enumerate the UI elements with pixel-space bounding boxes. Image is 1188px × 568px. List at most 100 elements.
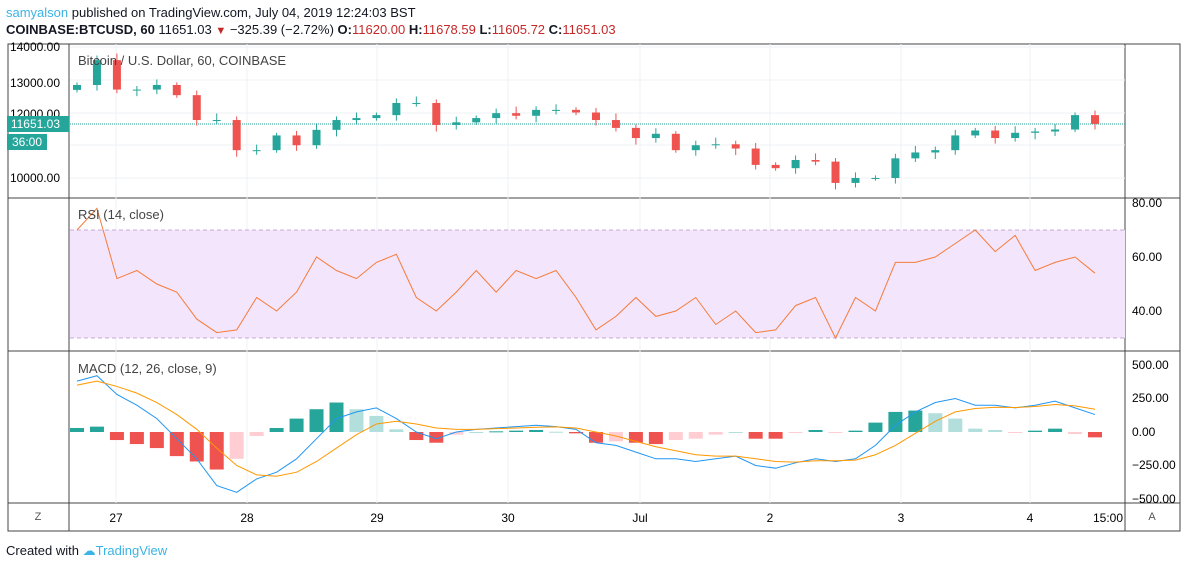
candle: [552, 109, 561, 111]
o-label: O:: [337, 22, 352, 37]
chart-frame: [7, 43, 1181, 532]
main-title: Bitcoin / U.S. Dollar, 60, COINBASE: [78, 53, 286, 68]
histogram-bar: [549, 431, 564, 433]
chart-area[interactable]: Bitcoin / U.S. Dollar, 60, COINBASE RSI …: [0, 0, 1188, 540]
time-tick: 15:00: [1093, 511, 1123, 525]
histogram-bar: [309, 409, 324, 432]
auto-scale-button[interactable]: A: [1148, 511, 1156, 523]
candle: [1071, 115, 1080, 130]
time-tick: 29: [370, 511, 384, 525]
time-tick: Jul: [632, 511, 647, 525]
candle: [372, 115, 381, 119]
histogram-bar: [868, 422, 883, 432]
histogram-bar: [628, 432, 643, 443]
candle: [432, 103, 441, 125]
candle: [1031, 131, 1040, 133]
histogram-bar: [109, 432, 124, 441]
histogram-bar: [289, 418, 304, 432]
candle: [92, 60, 101, 85]
candle: [152, 84, 161, 90]
tradingview-logo-icon: ☁: [82, 543, 96, 558]
histogram-bar: [808, 429, 823, 432]
histogram-bar: [768, 432, 783, 439]
candle: [891, 158, 900, 178]
price-label-box: [7, 116, 69, 132]
histogram-bar: [529, 429, 544, 432]
tradingview-link[interactable]: TradingView: [95, 543, 168, 558]
macd-tick: 250.00: [1132, 391, 1169, 405]
h-label: H:: [408, 22, 423, 37]
histogram-bar: [748, 432, 763, 439]
candle: [1011, 132, 1020, 139]
created-with: Created with: [6, 543, 79, 558]
time-tick: 27: [109, 511, 123, 525]
histogram-bar: [509, 430, 524, 432]
histogram-bar: [129, 432, 144, 445]
author-link[interactable]: samyalson: [6, 5, 69, 20]
candle: [1091, 115, 1099, 124]
histogram-bar: [728, 432, 743, 433]
publish-text: published on TradingView.com, July 04, 2…: [71, 5, 416, 20]
histogram-bar: [149, 432, 164, 449]
rsi-line: [76, 207, 1096, 340]
l-label: L:: [479, 22, 492, 37]
candle: [611, 120, 620, 128]
histogram-bar: [588, 432, 603, 443]
candle: [412, 103, 421, 105]
histogram-bar: [1088, 432, 1102, 438]
candle: [172, 84, 181, 96]
candle: [452, 122, 461, 125]
candle: [512, 113, 521, 116]
histogram-bar: [189, 432, 204, 462]
candle: [771, 164, 780, 169]
candle: [671, 133, 680, 151]
low-value: 11605.72: [491, 22, 546, 37]
log-scale-toggle-button[interactable]: Z: [34, 511, 42, 523]
histogram-bar: [788, 432, 803, 433]
symbol: COINBASE:BTCUSD, 60: [6, 22, 155, 37]
histogram-bar: [569, 432, 584, 434]
histogram-bar: [269, 427, 284, 432]
rsi-title: RSI (14, close): [78, 207, 164, 222]
countdown-box: [7, 134, 47, 150]
histogram-bar: [169, 432, 184, 457]
candle: [292, 135, 301, 146]
candle: [931, 150, 940, 153]
histogram-bar: [908, 410, 923, 432]
candle: [572, 109, 581, 113]
histogram-bar: [429, 432, 444, 443]
histogram-bar: [1068, 432, 1083, 435]
histogram-bar: [668, 432, 683, 441]
candle: [731, 144, 740, 149]
footer: Created with ☁TradingView: [6, 543, 167, 559]
histogram-bar: [1028, 430, 1043, 432]
macd-tick: −500.00: [1132, 492, 1176, 506]
histogram-bar: [409, 432, 424, 441]
candle: [472, 118, 481, 123]
candle: [252, 150, 261, 152]
signal-line: [76, 380, 1096, 477]
candle: [871, 178, 880, 179]
rsi-tick: 60.00: [1132, 250, 1162, 264]
macd-tick: 500.00: [1132, 358, 1169, 372]
time-tick: 2: [767, 511, 774, 525]
macd-title: MACD (12, 26, close, 9): [78, 361, 217, 376]
time-tick: 3: [898, 511, 905, 525]
candle: [651, 133, 660, 139]
candle: [631, 127, 640, 139]
price-tick: 10000.00: [10, 171, 60, 185]
down-triangle-icon: ▼: [215, 25, 227, 37]
histogram-bar: [229, 432, 244, 459]
candle: [212, 120, 221, 122]
candle: [751, 148, 760, 165]
candle: [711, 144, 720, 146]
candle: [951, 135, 960, 151]
time-tick: 28: [240, 511, 254, 525]
histogram-bar: [209, 432, 224, 470]
rsi-tick: 40.00: [1132, 304, 1162, 318]
countdown: 36:00: [12, 135, 42, 149]
candles: [73, 53, 1099, 190]
candle: [1051, 129, 1060, 132]
histogram-bar: [489, 431, 504, 433]
histogram-bar: [89, 426, 104, 432]
